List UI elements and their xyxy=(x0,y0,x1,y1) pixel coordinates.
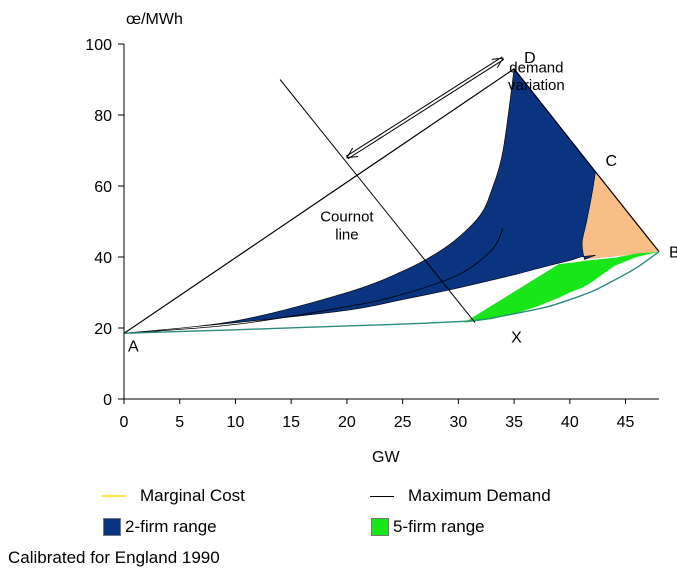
legend-label: Marginal Cost xyxy=(140,486,245,505)
two-firm-swatch xyxy=(103,518,121,536)
legend-label: 2-firm range xyxy=(125,517,217,536)
demand-arrow-shaft xyxy=(347,59,505,160)
x-tick-label: 0 xyxy=(120,414,129,431)
legend-maximum-demand: Maximum Demand xyxy=(370,486,551,506)
x-tick-label: 30 xyxy=(449,414,467,431)
annotation-text: line xyxy=(335,226,358,243)
x-tick-label: 10 xyxy=(227,414,245,431)
legend-marginal-cost: Marginal Cost xyxy=(102,486,245,506)
annotation-text: variation xyxy=(508,77,565,94)
caption: Calibrated for England 1990 xyxy=(8,548,220,567)
marginal-cost-swatch xyxy=(102,495,126,497)
x-tick-label: 15 xyxy=(282,414,300,431)
x-tick-label: 35 xyxy=(505,414,523,431)
upper-demand-curve xyxy=(123,228,504,334)
point-label-d: D xyxy=(524,50,536,67)
x-tick-label: 25 xyxy=(394,414,412,431)
x-axis-label: GW xyxy=(372,449,400,466)
y-tick-label: 20 xyxy=(94,321,112,338)
five-firm-swatch xyxy=(371,518,389,536)
y-tick-label: 0 xyxy=(103,392,112,409)
y-tick-label: 100 xyxy=(85,37,112,54)
y-tick-label: 60 xyxy=(94,179,112,196)
y-axis-label: œ/MWh xyxy=(126,11,183,28)
maximum-demand-line xyxy=(123,68,660,334)
maximum-demand-swatch xyxy=(370,495,394,497)
point-label-b: B xyxy=(669,245,677,262)
legend-label: 5-firm range xyxy=(393,517,485,536)
legend-5-firm-range: 5-firm range xyxy=(371,517,485,537)
y-tick-label: 40 xyxy=(94,250,112,267)
two-firm-region xyxy=(123,68,596,334)
x-tick-label: 40 xyxy=(561,414,579,431)
x-tick-label: 20 xyxy=(338,414,356,431)
cournot-line xyxy=(279,79,476,323)
point-label-x: X xyxy=(511,330,522,347)
point-label-a: A xyxy=(128,338,139,355)
marginal-cost-line xyxy=(123,251,660,334)
annotation-text: demand xyxy=(509,59,563,76)
legend-2-firm-range: 2-firm range xyxy=(103,517,217,537)
demand-arrow-head-bottom xyxy=(345,147,359,159)
x-tick-label: 45 xyxy=(617,414,635,431)
demand-arrow-head-top xyxy=(491,57,504,69)
demand-arrow-shaft xyxy=(345,56,503,157)
point-label-c: C xyxy=(605,153,617,170)
x-tick-label: 5 xyxy=(175,414,184,431)
peach-region xyxy=(582,171,659,260)
y-tick-label: 80 xyxy=(94,108,112,125)
five-firm-region xyxy=(463,251,659,323)
legend-label: Maximum Demand xyxy=(408,486,551,505)
annotation-text: Cournot xyxy=(320,209,374,226)
